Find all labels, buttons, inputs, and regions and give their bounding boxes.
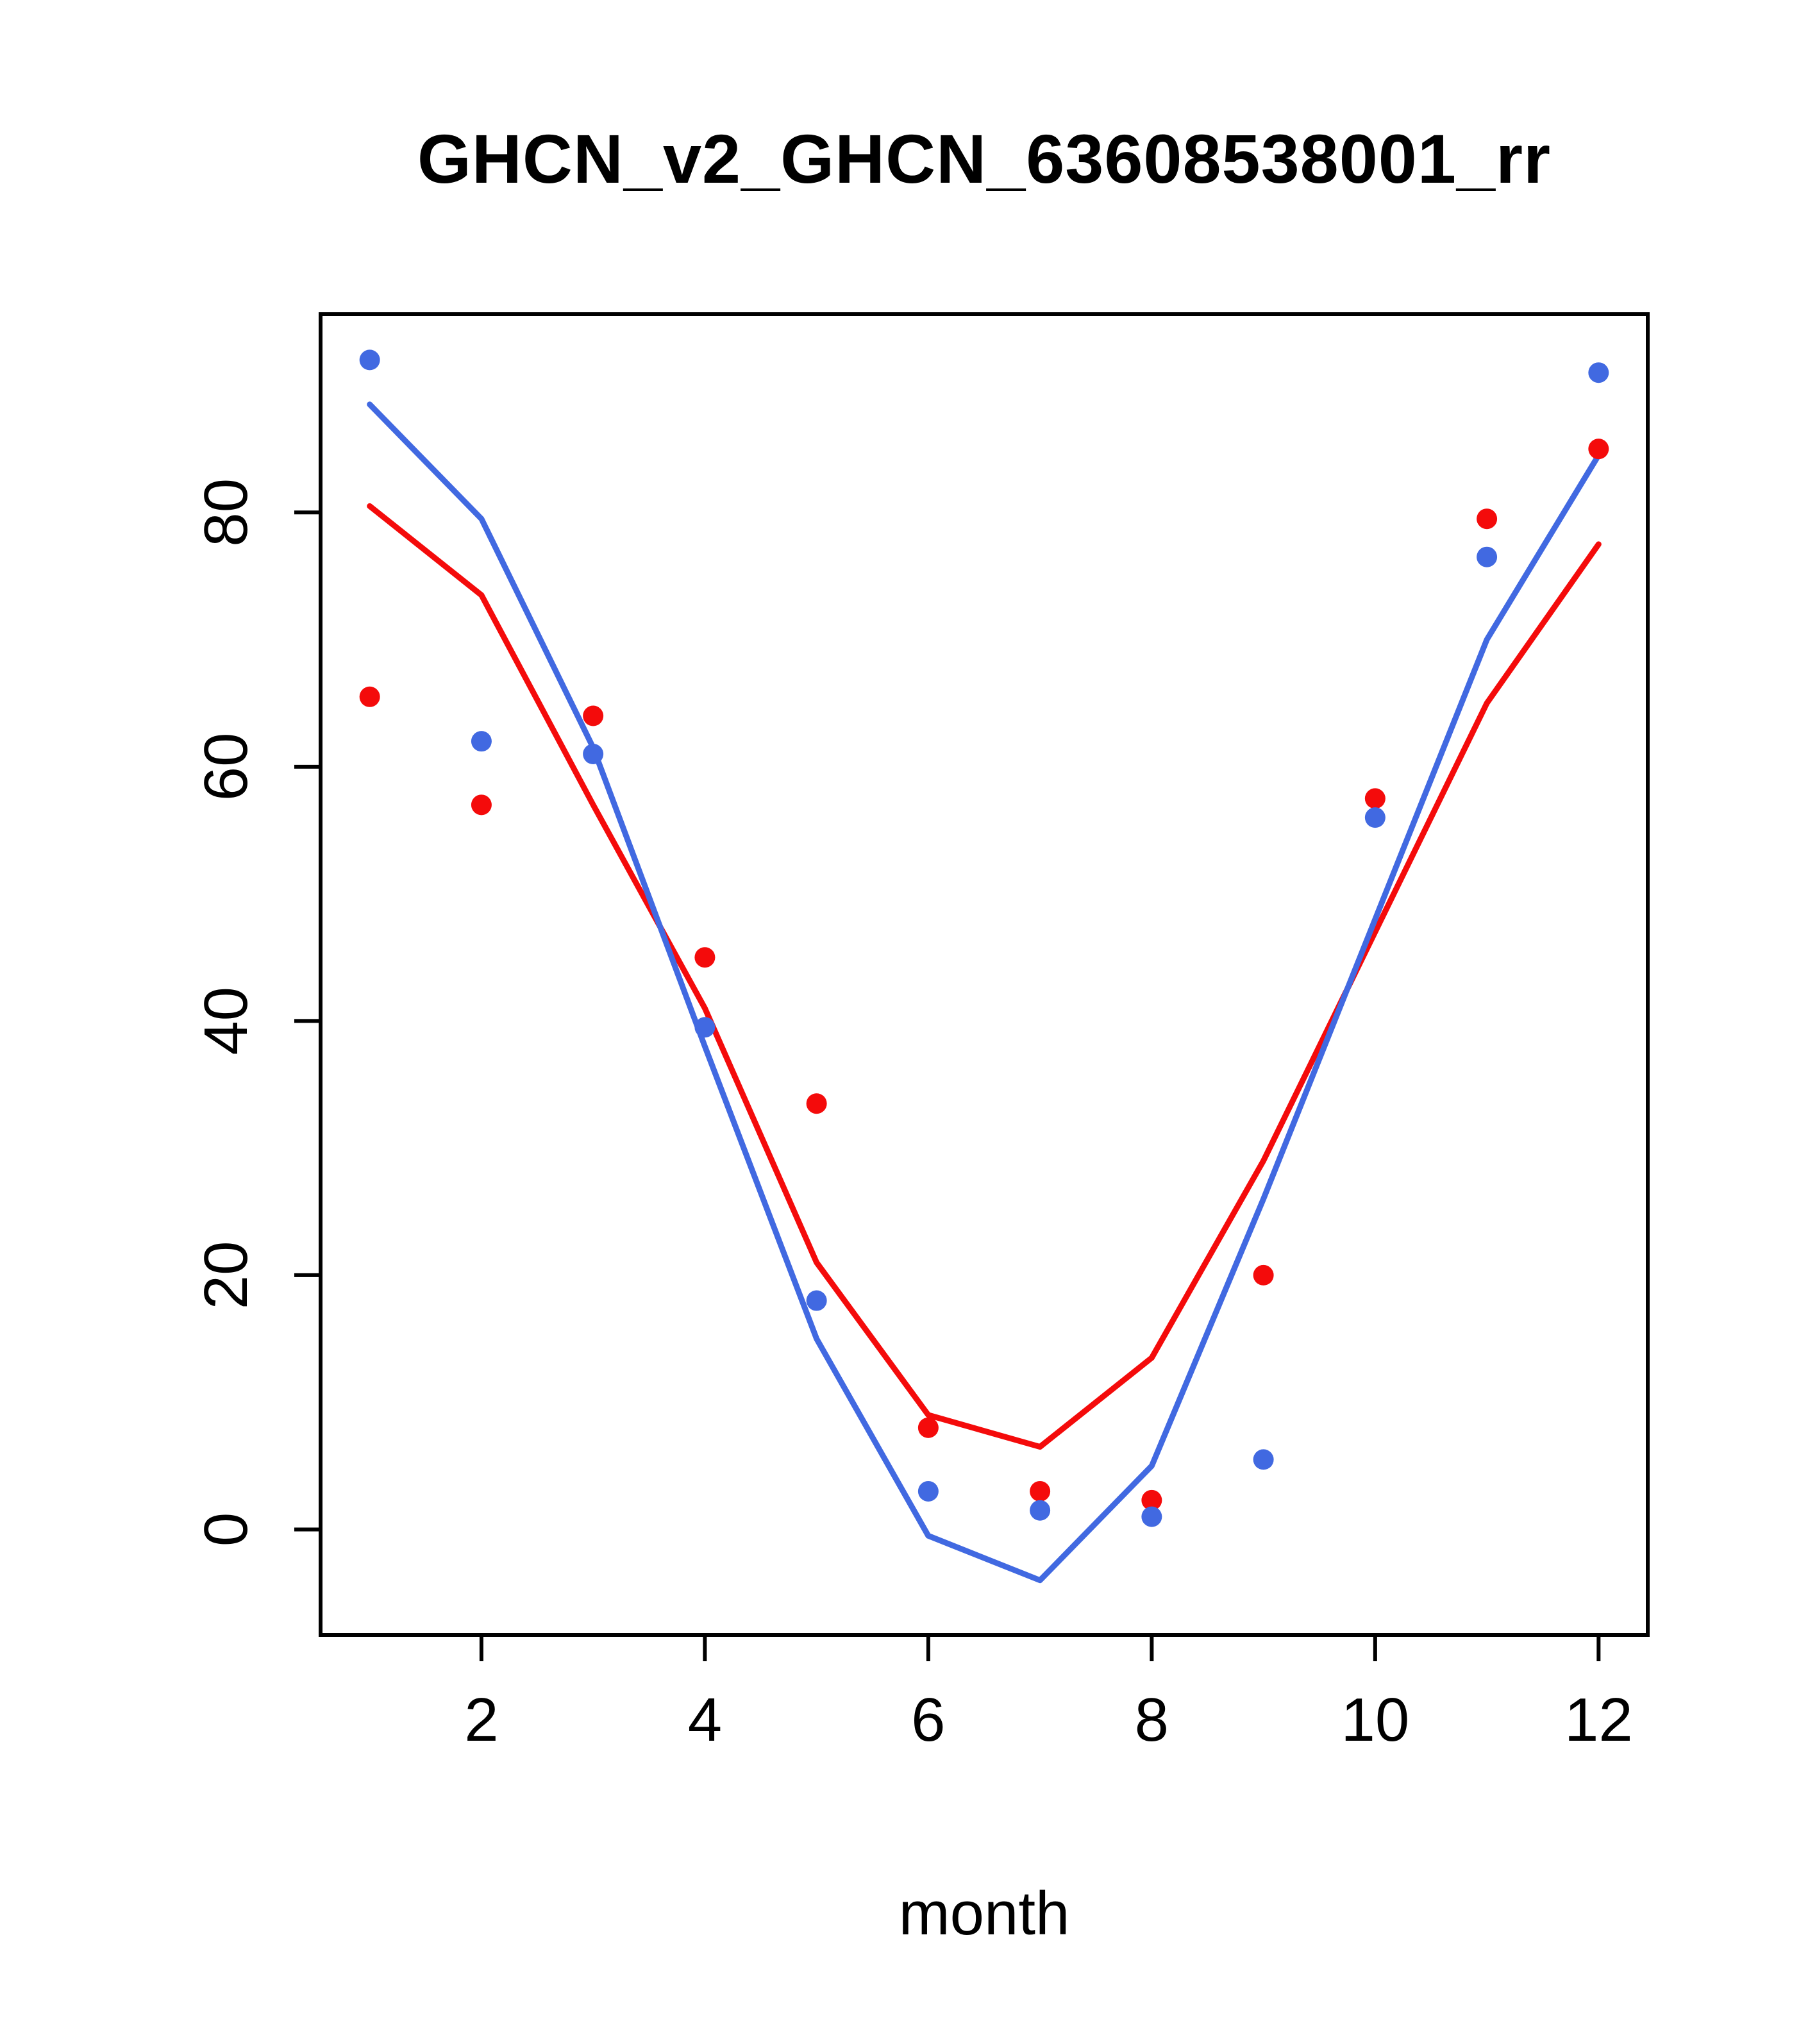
blue-points-marker [583, 744, 604, 765]
red-points-marker [806, 1093, 827, 1114]
blue-points-marker [1253, 1449, 1274, 1470]
y-axis-tick-label: 0 [192, 1512, 260, 1546]
x-axis-label: month [898, 1879, 1070, 1948]
red-points-marker [1364, 788, 1386, 809]
blue-points-marker [1588, 362, 1609, 383]
chart-title: GHCN_v2_GHCN_63608538001_rr [417, 120, 1552, 197]
red-line [367, 503, 1602, 1450]
red-points-marker [1253, 1264, 1274, 1286]
red-points-marker [1030, 1480, 1051, 1502]
plot-box [319, 312, 1650, 1637]
x-axis-tick-label: 10 [1341, 1686, 1409, 1754]
y-axis-tick-label: 80 [192, 478, 260, 547]
blue-points-marker [471, 731, 492, 752]
blue-line [367, 401, 1602, 1584]
blue-points-marker [1364, 807, 1386, 828]
x-axis-tick-label: 12 [1564, 1686, 1633, 1754]
red-points-marker [694, 947, 716, 968]
red-points-marker [359, 686, 380, 707]
blue-points-marker [694, 1017, 716, 1038]
blue-points-marker [1141, 1506, 1162, 1527]
red-points-marker [471, 794, 492, 816]
x-axis-tick-label: 6 [911, 1686, 945, 1754]
red-points-marker [1588, 439, 1609, 460]
red-points-marker [917, 1417, 939, 1438]
red-points-marker [1477, 508, 1498, 530]
blue-points-marker [806, 1290, 827, 1311]
x-axis-tick-label: 2 [464, 1686, 498, 1754]
blue-points-marker [359, 349, 380, 371]
x-axis-tick-label: 8 [1135, 1686, 1169, 1754]
y-axis-tick-label: 20 [192, 1241, 260, 1310]
red-points-marker [583, 705, 604, 726]
y-axis-tick-label: 40 [192, 987, 260, 1055]
red-points-marker [1141, 1489, 1162, 1511]
blue-points-marker [1030, 1500, 1051, 1521]
blue-points-marker [1477, 546, 1498, 567]
x-axis-tick-label: 4 [688, 1686, 722, 1754]
blue-points-marker [917, 1480, 939, 1502]
y-axis-tick-label: 60 [192, 732, 260, 801]
